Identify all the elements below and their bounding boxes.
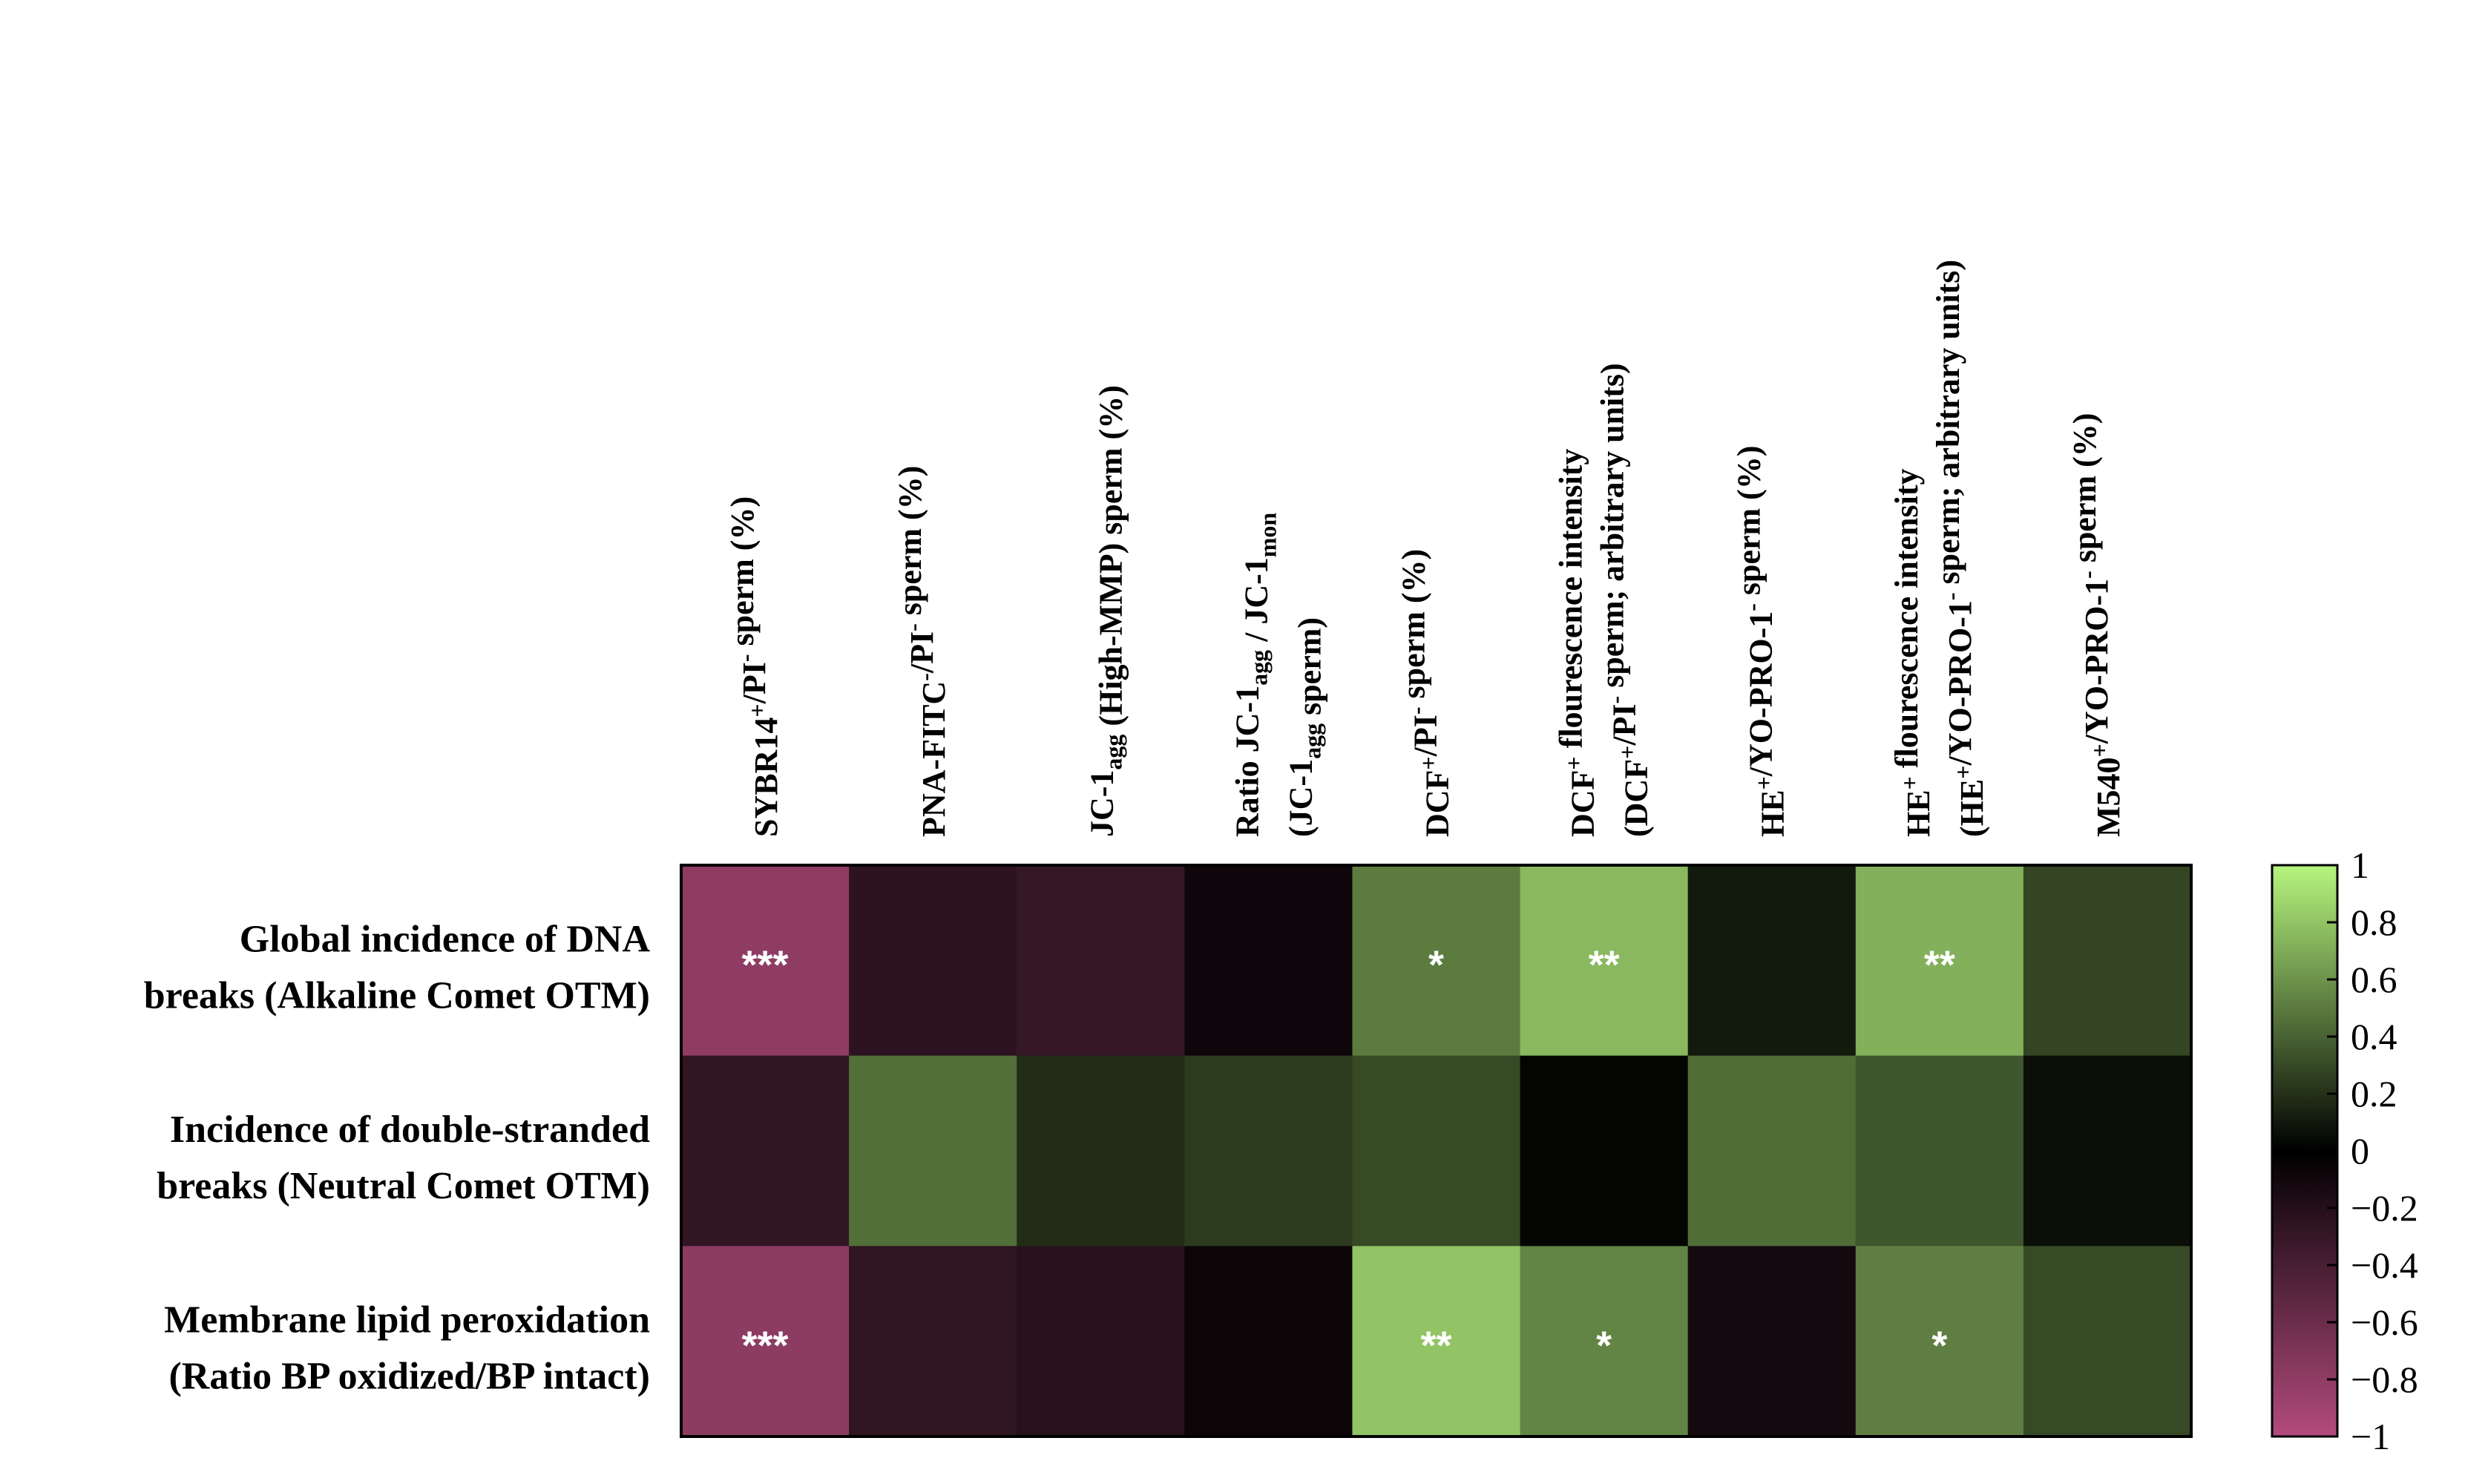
- column-header: DCF+/PI- sperm (%): [1396, 549, 1456, 837]
- heatmap-cell: [2023, 1055, 2192, 1247]
- colorbar-tick-label: −0.4: [2351, 1244, 2418, 1286]
- significance-marker: *: [1596, 1324, 1612, 1368]
- heatmap-cell: [681, 1055, 850, 1247]
- heatmap-cell: [681, 865, 850, 1057]
- heatmap-cell: [2023, 1246, 2192, 1437]
- column-header: JC-1agg (High-MMP) sperm (%): [1083, 385, 1129, 837]
- heatmap-cell: [1352, 1055, 1521, 1247]
- row-label: (Ratio BP oxidized/BP intact): [168, 1356, 650, 1398]
- heatmap-cell: [1687, 865, 1857, 1057]
- heatmap-cell: [1520, 1055, 1689, 1247]
- column-header-line2: (HE+/YO-PRO-1- sperm; arbitrary units): [1930, 260, 1990, 837]
- heatmap-cell: [1184, 1246, 1353, 1437]
- heatmap-cell: [1520, 1246, 1689, 1437]
- heatmap-cell: [849, 1055, 1017, 1247]
- significance-marker: ***: [742, 942, 789, 987]
- colorbar-gradient: [2271, 864, 2339, 1438]
- heatmap-cell: [1017, 1246, 1185, 1437]
- heatmap-cell: [1855, 865, 2024, 1057]
- heatmap-frame: [680, 864, 2193, 1438]
- colorbar-tick-label: 1: [2351, 844, 2369, 886]
- heatmap-cell: [1017, 1055, 1185, 1247]
- heatmap-cell: [1352, 865, 1521, 1057]
- colorbar-tick-label: −0.2: [2351, 1187, 2418, 1229]
- heatmap-cell: [1520, 865, 1689, 1057]
- colorbar-tick-label: −0.6: [2351, 1301, 2418, 1343]
- heatmap-cell: [1687, 1246, 1857, 1437]
- heatmap-cell: [2023, 865, 2192, 1057]
- significance-marker: *: [1931, 1324, 1947, 1368]
- heatmap-cell: [1687, 1055, 1857, 1247]
- significance-markers: *** * ** ***** ** * *: [742, 942, 1955, 1368]
- heatmap-cell: [1184, 865, 1353, 1057]
- column-header: SYBR14+/PI- sperm (%): [724, 496, 784, 837]
- row-label: breaks (Neutral Comet OTM): [157, 1165, 650, 1207]
- colorbar-tick-label: 0.8: [2351, 902, 2397, 943]
- colorbar-tick-label: 0.2: [2351, 1073, 2397, 1114]
- significance-marker: *: [1428, 942, 1444, 987]
- column-header: Ratio JC-1agg / JC-1mon: [1229, 513, 1281, 837]
- column-header: DCF+ flourescence intensity: [1553, 449, 1601, 837]
- row-label: breaks (Alkaline Comet OTM): [144, 974, 650, 1017]
- colorbar-tick-label: −1: [2351, 1416, 2390, 1457]
- heatmap-cell: [1184, 1055, 1353, 1247]
- row-label: Global incidence of DNA: [240, 918, 651, 960]
- colorbar: 1 0.8 0.6 0.4 0.2 0 −0.2 −0.4 −0.6 −0.8 −1: [2271, 844, 2418, 1457]
- column-header-line2: (JC-1agg sperm): [1282, 617, 1327, 837]
- heatmap-cell: [1855, 1246, 2024, 1437]
- heatmap-cell: [681, 1246, 850, 1437]
- significance-marker: **: [1924, 942, 1955, 987]
- heatmap-cell: [849, 1246, 1017, 1437]
- row-label: Membrane lipid peroxidation: [164, 1299, 650, 1342]
- significance-marker: **: [1420, 1324, 1451, 1368]
- heatmap-cell: [1017, 865, 1185, 1057]
- colorbar-tick-label: 0: [2351, 1130, 2369, 1172]
- column-header: HE+/YO-PRO-1- sperm (%): [1731, 446, 1791, 837]
- significance-marker: **: [1589, 942, 1620, 987]
- heatmap-cell: [1352, 1246, 1521, 1437]
- colorbar-tick-label: 0.4: [2351, 1016, 2397, 1057]
- colorbar-tick-label: 0.6: [2351, 959, 2397, 1000]
- heatmap-cell: [1855, 1055, 2024, 1247]
- column-header-line2: (DCF+/PI- sperm; arbitrary units): [1595, 363, 1655, 837]
- row-label: Incidence of double-stranded: [170, 1109, 650, 1151]
- column-header: M540+/YO-PRO-1- sperm (%): [2067, 413, 2127, 837]
- heatmap-cell: [849, 865, 1017, 1057]
- heatmap-cells: [681, 865, 2192, 1437]
- column-header: HE+ flourescence intensity: [1888, 469, 1937, 837]
- colorbar-ticks: 1 0.8 0.6 0.4 0.2 0 −0.2 −0.4 −0.6 −0.8 −1: [2327, 844, 2418, 1457]
- column-headers: SYBR14+/PI- sperm (%) PNA-FITC-/PI- sperm…: [724, 260, 2127, 837]
- column-header: PNA-FITC-/PI- sperm (%): [892, 466, 952, 837]
- row-labels: Global incidence of DNA breaks (Alkaline …: [144, 918, 651, 1397]
- significance-marker: ***: [742, 1324, 789, 1368]
- colorbar-tick-label: −0.8: [2351, 1359, 2418, 1400]
